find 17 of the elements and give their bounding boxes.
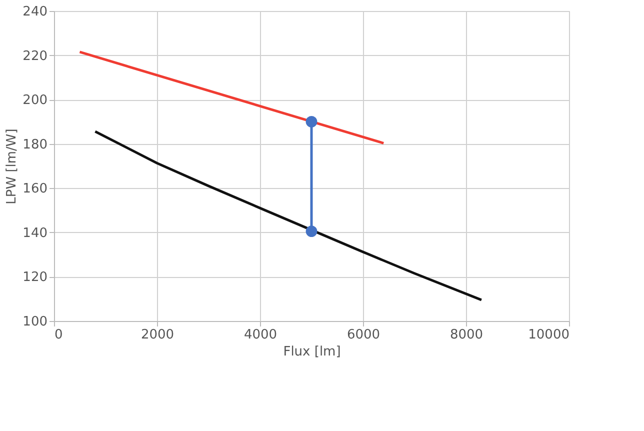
y-tick-label: 120 bbox=[22, 270, 48, 286]
x-tick-label: 6000 bbox=[346, 328, 380, 342]
y-axis-title: LPW [lm/W] bbox=[4, 128, 20, 204]
x-tick-label: 8000 bbox=[450, 328, 484, 342]
x-tick-label: 2000 bbox=[140, 328, 174, 342]
y-tick-label: 180 bbox=[22, 137, 48, 152]
x-tick-label: 4000 bbox=[244, 328, 278, 342]
line-series bbox=[94, 130, 483, 302]
y-tick-label: 240 bbox=[22, 4, 48, 20]
y-tick-label: 100 bbox=[22, 314, 48, 330]
y-tick-label: 200 bbox=[22, 93, 48, 108]
x-tick-label: 0 bbox=[54, 328, 63, 342]
y-tick-label: 220 bbox=[22, 48, 48, 64]
y-tick-label: 140 bbox=[22, 226, 48, 241]
x-tick-label: 10000 bbox=[528, 328, 570, 342]
x-axis-title: Flux [lm] bbox=[283, 344, 341, 360]
y-tick-label: 160 bbox=[22, 182, 48, 197]
